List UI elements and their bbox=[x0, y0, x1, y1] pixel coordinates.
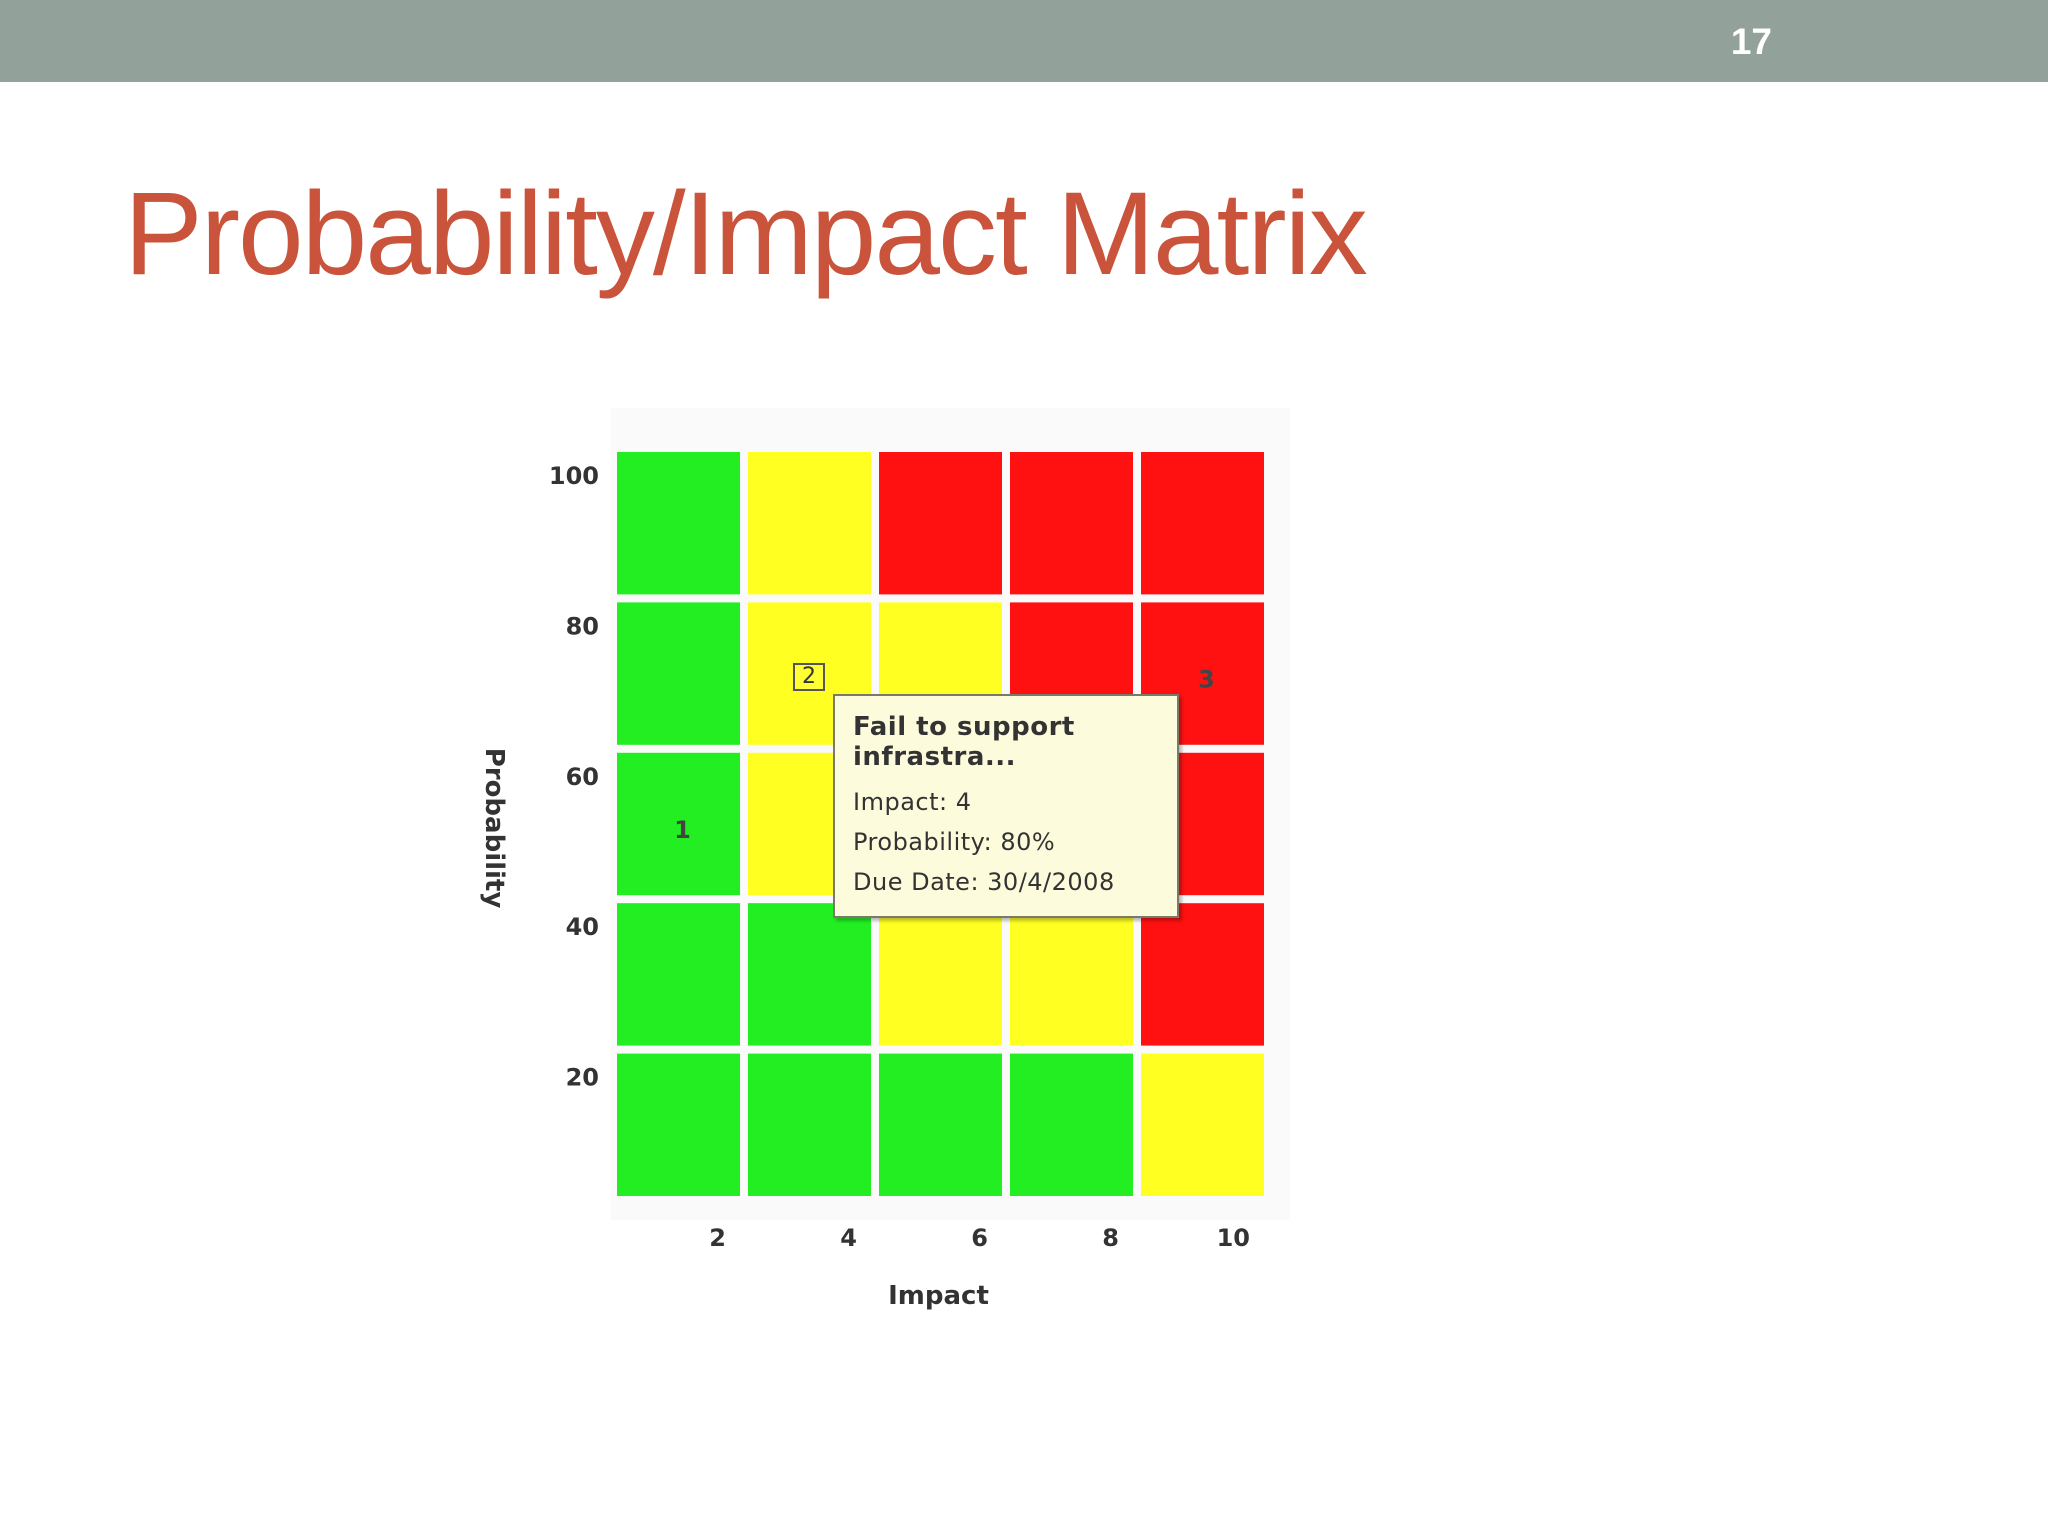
x-tick-label-8: 8 bbox=[1102, 1224, 1119, 1252]
matrix-cell-r5-c3 bbox=[879, 1053, 1002, 1196]
matrix-cell-r4-c3 bbox=[879, 903, 1002, 1046]
tooltip-probability: Probability: 80% bbox=[853, 828, 1056, 856]
risk-marker-2-highlight[interactable]: 2 bbox=[793, 663, 825, 691]
top-bar: 17 bbox=[0, 0, 2048, 82]
x-tick-label-10: 10 bbox=[1217, 1224, 1250, 1252]
matrix-cell-r1-c2 bbox=[748, 452, 871, 595]
matrix-cell-r1-c1 bbox=[617, 452, 740, 595]
matrix-cell-r4-c1 bbox=[617, 903, 740, 1046]
matrix-cell-r4-c5 bbox=[1141, 903, 1264, 1046]
risk-marker-1: 1 bbox=[674, 816, 691, 844]
matrix-cell-r5-c1 bbox=[617, 1053, 740, 1196]
x-tick-label-4: 4 bbox=[840, 1224, 857, 1252]
slide-number: 17 bbox=[1730, 21, 1772, 62]
matrix-cell-r4-c2 bbox=[748, 903, 871, 1046]
y-tick-label-60: 60 bbox=[566, 763, 599, 791]
x-tick-label-2: 2 bbox=[709, 1224, 726, 1252]
tooltip-title-line1: Fail to support bbox=[853, 712, 1075, 742]
matrix-cell-r4-c4 bbox=[1010, 903, 1133, 1046]
y-tick-label-20: 20 bbox=[566, 1064, 599, 1092]
matrix-cell-r5-c4 bbox=[1010, 1053, 1133, 1196]
matrix-cell-r2-c1 bbox=[617, 602, 740, 745]
risk-matrix-chart: 100 80 60 40 20 2 4 6 8 10 Impact Probability 1 3 2 F… bbox=[460, 400, 1320, 1340]
y-tick-label-100: 100 bbox=[549, 462, 599, 490]
matrix-cell-r5-c2 bbox=[748, 1053, 871, 1196]
matrix-cell-r1-c4 bbox=[1010, 452, 1133, 595]
matrix-cell-r5-c5 bbox=[1141, 1053, 1264, 1196]
tooltip-title-line2: infrastra... bbox=[853, 742, 1017, 772]
matrix-cell-r3-c1 bbox=[617, 752, 740, 896]
y-tick-label-80: 80 bbox=[566, 612, 599, 640]
risk-marker-3: 3 bbox=[1198, 666, 1215, 694]
slide-title: Probability/Impact Matrix bbox=[124, 168, 1368, 300]
y-axis-label: Probability bbox=[479, 748, 509, 909]
tooltip-due-date: Due Date: 30/4/2008 bbox=[853, 868, 1115, 896]
x-tick-label-6: 6 bbox=[971, 1224, 988, 1252]
tooltip-title: Fail to support infrastra... bbox=[853, 712, 1159, 772]
x-axis-label: Impact bbox=[888, 1281, 989, 1311]
tooltip-impact: Impact: 4 bbox=[853, 788, 972, 816]
matrix-cell-r1-c3 bbox=[879, 452, 1002, 595]
risk-tooltip: Fail to support infrastra... Impact: 4 P… bbox=[833, 694, 1179, 918]
y-tick-label-40: 40 bbox=[566, 913, 599, 941]
matrix-cell-r1-c5 bbox=[1141, 452, 1264, 595]
